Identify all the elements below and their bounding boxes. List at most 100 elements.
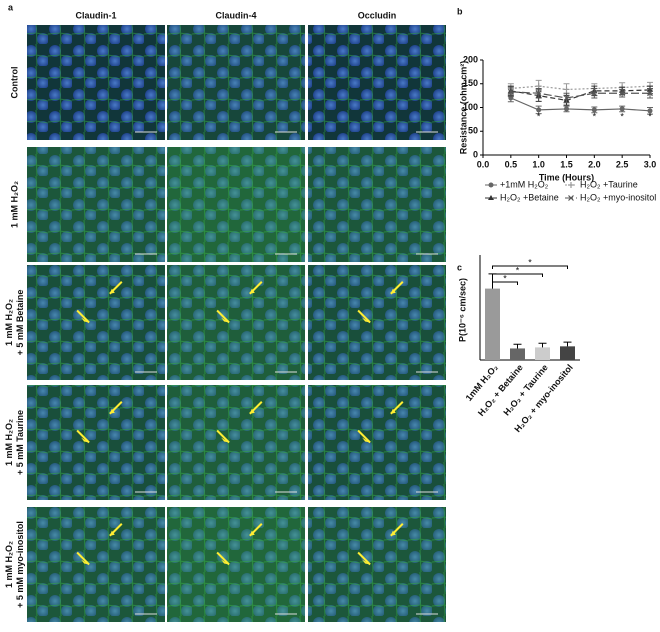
arrow-head bbox=[249, 530, 255, 536]
row-label: + 5 mM Taurine bbox=[15, 410, 25, 475]
row-label: Control bbox=[9, 67, 19, 99]
green-stain bbox=[308, 147, 446, 262]
arrow bbox=[76, 429, 90, 444]
green-stain bbox=[27, 25, 165, 140]
bar bbox=[535, 347, 550, 360]
micrograph bbox=[167, 25, 305, 140]
column-label: Claudin-4 bbox=[215, 10, 256, 20]
row-label: 1 mM H₂O₂ bbox=[4, 541, 14, 588]
micrograph bbox=[27, 147, 165, 262]
green-stain bbox=[167, 385, 305, 500]
y-tick-label: 200 bbox=[463, 54, 478, 64]
micrograph bbox=[308, 147, 446, 262]
x-tick-label: 1.5 bbox=[560, 159, 573, 169]
significance: * bbox=[593, 111, 597, 121]
arrow bbox=[76, 551, 90, 566]
green-stain bbox=[167, 265, 305, 380]
legend-label: H₂O₂ +Taurine bbox=[580, 179, 638, 189]
arrow bbox=[357, 309, 371, 324]
bar bbox=[560, 346, 575, 360]
micrograph bbox=[308, 385, 446, 500]
x-tick-label: 0.0 bbox=[477, 159, 490, 169]
row-label: 1 mM H₂O₂ bbox=[9, 181, 19, 228]
arrow-head bbox=[390, 530, 396, 536]
y-tick-label: 100 bbox=[463, 102, 478, 112]
column-label: Claudin-1 bbox=[75, 10, 116, 20]
micrograph bbox=[27, 25, 165, 140]
point bbox=[536, 107, 542, 113]
point bbox=[568, 182, 574, 188]
bracket bbox=[492, 265, 568, 269]
micrograph bbox=[308, 265, 446, 380]
arrow-head bbox=[249, 408, 255, 414]
green-stain bbox=[308, 507, 446, 622]
row-label: + 5 mM myo-inositol bbox=[15, 521, 25, 608]
row-label: 1 mM H₂O₂ bbox=[4, 419, 14, 466]
point bbox=[563, 86, 570, 93]
point bbox=[488, 182, 494, 188]
green-stain bbox=[27, 147, 165, 262]
point bbox=[591, 107, 597, 113]
bar bbox=[485, 288, 500, 360]
significance: * bbox=[516, 265, 520, 275]
line bbox=[510, 97, 651, 112]
legend-label: H₂O₂ +Betaine bbox=[500, 192, 559, 202]
arrow-head bbox=[109, 530, 115, 536]
y-axis-label: P(10⁻⁶ cm/sec) bbox=[457, 278, 467, 342]
x-tick-label: H₂O₂ + Betaine bbox=[476, 362, 525, 418]
error-bar bbox=[538, 342, 547, 348]
arrow bbox=[216, 309, 230, 324]
y-tick-label: 0 bbox=[473, 149, 478, 159]
micrograph bbox=[167, 265, 305, 380]
x-tick-label: 3.0 bbox=[644, 159, 657, 169]
point bbox=[591, 90, 598, 97]
bracket bbox=[492, 273, 543, 277]
micrograph bbox=[167, 507, 305, 622]
micrograph bbox=[167, 147, 305, 262]
y-axis-label: Resistance (ohm.cm²) bbox=[458, 61, 468, 155]
x-tick-label: 0.5 bbox=[505, 159, 518, 169]
green-stain bbox=[308, 385, 446, 500]
arrow-head bbox=[249, 288, 255, 294]
point bbox=[647, 90, 653, 97]
arrow-head bbox=[109, 408, 115, 414]
arrow bbox=[216, 429, 230, 444]
arrow-head bbox=[362, 559, 371, 565]
arrow-head bbox=[81, 437, 90, 443]
green-stain bbox=[27, 385, 165, 500]
x-tick-label: H₂O₂ + Taurine bbox=[501, 362, 550, 417]
arrow bbox=[76, 309, 90, 324]
x-tick-label: 1.0 bbox=[532, 159, 545, 169]
error-bar bbox=[563, 341, 572, 347]
micrograph bbox=[27, 507, 165, 622]
point bbox=[619, 106, 625, 112]
point bbox=[507, 88, 514, 95]
arrow-head bbox=[362, 317, 371, 323]
row-label: 1 mM H₂O₂ bbox=[4, 299, 14, 346]
green-stain bbox=[308, 25, 446, 140]
row-label: + 5 mM Betaine bbox=[15, 290, 25, 356]
bracket bbox=[492, 281, 518, 285]
significance: * bbox=[528, 257, 532, 267]
micrograph bbox=[27, 265, 165, 380]
significance: * bbox=[620, 111, 624, 121]
micrograph bbox=[27, 385, 165, 500]
arrow-head bbox=[390, 288, 396, 294]
x-tick-label: 2.5 bbox=[616, 159, 629, 169]
significance: * bbox=[537, 111, 541, 121]
panel-label: b bbox=[457, 6, 463, 16]
arrow-head bbox=[221, 559, 230, 565]
arrow-head bbox=[362, 437, 371, 443]
green-stain bbox=[167, 25, 305, 140]
y-tick-label: 150 bbox=[463, 78, 478, 88]
green-stain bbox=[27, 507, 165, 622]
arrow bbox=[357, 429, 371, 444]
green-stain bbox=[167, 507, 305, 622]
arrow-head bbox=[109, 288, 115, 294]
line bbox=[510, 85, 651, 91]
arrow-head bbox=[81, 317, 90, 323]
point bbox=[563, 95, 570, 101]
green-stain bbox=[308, 265, 446, 380]
